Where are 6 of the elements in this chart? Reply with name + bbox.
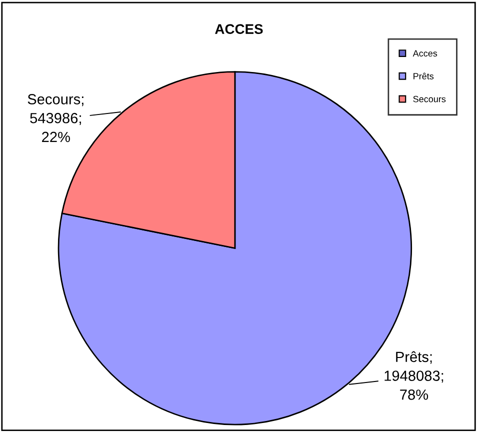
data-label: Prêts; 1948083; 78% xyxy=(384,351,444,400)
data-label: Secours; 543986; 22% xyxy=(28,94,84,142)
legend-label: Acces xyxy=(412,50,438,57)
legend-label: Prêts xyxy=(414,72,434,80)
legend-label: Secours xyxy=(413,96,446,102)
chart-title: ACCES xyxy=(215,24,263,34)
